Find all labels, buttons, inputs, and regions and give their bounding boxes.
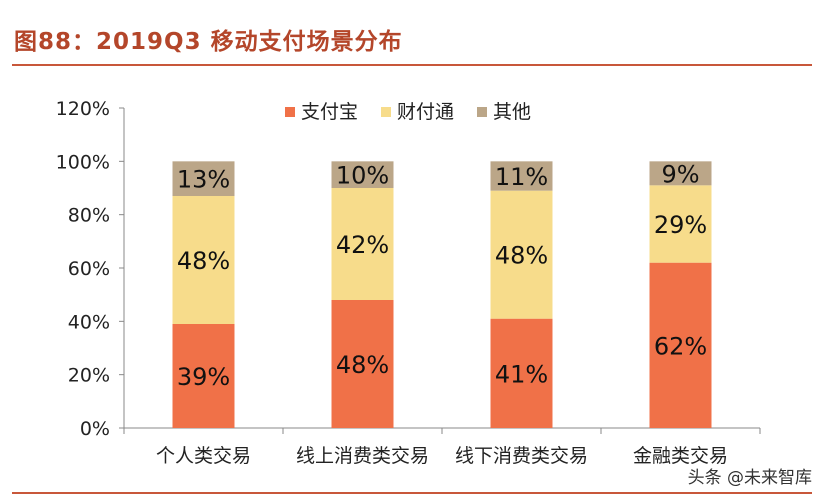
bar-segment bbox=[172, 161, 235, 196]
data-label: 48% bbox=[495, 242, 548, 270]
x-tick-label: 线上消费类交易 bbox=[296, 445, 429, 467]
data-label: 39% bbox=[177, 363, 230, 391]
data-label: 13% bbox=[177, 166, 230, 194]
y-tick-label: 20% bbox=[68, 365, 110, 387]
x-tick-label: 金融类交易 bbox=[633, 445, 728, 467]
data-label: 48% bbox=[177, 247, 230, 275]
y-tick-label: 80% bbox=[68, 205, 110, 227]
legend-label: 其他 bbox=[493, 101, 531, 123]
data-label: 29% bbox=[654, 211, 707, 239]
title-divider bbox=[12, 64, 812, 66]
y-tick-label: 40% bbox=[68, 311, 110, 333]
x-tick-label: 线下消费类交易 bbox=[455, 445, 588, 467]
data-label: 10% bbox=[336, 162, 389, 190]
data-label: 9% bbox=[661, 160, 699, 188]
data-label: 11% bbox=[495, 163, 548, 191]
y-tick-label: 0% bbox=[80, 418, 110, 440]
legend-swatch bbox=[285, 107, 295, 117]
data-label: 41% bbox=[495, 360, 548, 388]
y-tick-label: 120% bbox=[56, 98, 110, 120]
legend-label: 支付宝 bbox=[301, 101, 358, 123]
data-label: 48% bbox=[336, 351, 389, 379]
bar-segment bbox=[490, 318, 553, 428]
bar-segment bbox=[490, 161, 553, 191]
bar-segment bbox=[649, 262, 712, 428]
bar-segment bbox=[331, 300, 394, 428]
legend-swatch bbox=[477, 107, 487, 117]
bar-segment bbox=[331, 161, 394, 188]
bar-segment bbox=[649, 185, 712, 263]
bar-segment bbox=[172, 324, 235, 428]
legend-label: 财付通 bbox=[397, 101, 454, 123]
watermark: 头条 @未来智库 bbox=[687, 468, 812, 488]
footer-divider bbox=[12, 492, 812, 494]
x-tick-label: 个人类交易 bbox=[156, 445, 251, 467]
chart-title: 图88：2019Q3 移动支付场景分布 bbox=[14, 29, 403, 55]
legend-swatch bbox=[381, 107, 391, 117]
y-tick-label: 60% bbox=[68, 258, 110, 280]
data-label: 62% bbox=[654, 332, 707, 360]
bar-segment bbox=[331, 188, 394, 300]
bar-segment bbox=[490, 190, 553, 319]
data-label: 42% bbox=[336, 231, 389, 259]
bar-segment bbox=[649, 161, 712, 186]
bar-segment bbox=[172, 196, 235, 324]
y-tick-label: 100% bbox=[56, 151, 110, 173]
